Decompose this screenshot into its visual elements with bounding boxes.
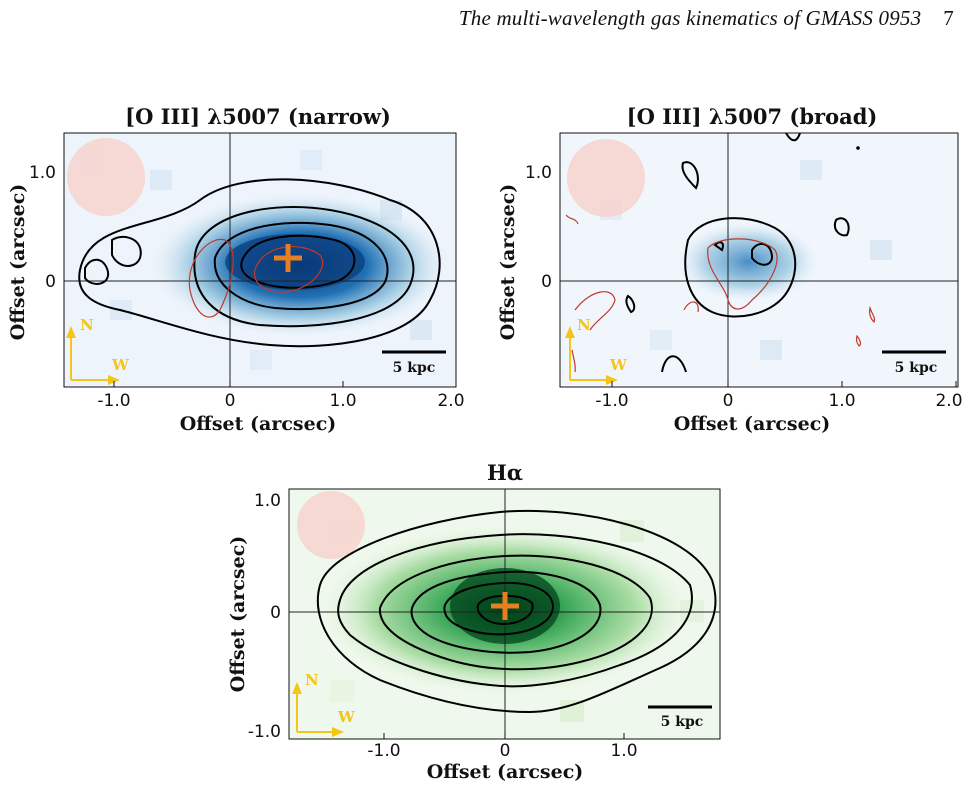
panel-title: [O III] λ5007 (narrow)	[125, 104, 391, 129]
y-axis-label: Offset (arcsec)	[497, 184, 519, 341]
x-tick-label: 1.0	[329, 391, 356, 411]
running-header: The multi-wavelength gas kinematics of G…	[459, 6, 954, 31]
y-tick-label: 1.0	[29, 163, 56, 183]
red-contours	[565, 214, 876, 373]
x-tick-label: 0	[225, 391, 236, 411]
beam-psf	[567, 139, 645, 217]
panel-title: [O III] λ5007 (broad)	[627, 104, 878, 129]
panel-oiii-broad: [O III] λ5007 (broad)	[497, 104, 963, 435]
x-tick-label: 0	[500, 741, 511, 761]
compass-west-label: W	[111, 356, 130, 374]
compass-north-label: N	[80, 316, 94, 334]
y-tick-label: 0	[45, 272, 56, 292]
x-axis-label: Offset (arcsec)	[180, 413, 337, 435]
axes-frame	[559, 132, 959, 388]
y-tick-label: 0	[270, 603, 281, 623]
y-axis-label: Offset (arcsec)	[227, 536, 249, 693]
y-axis-label: Offset (arcsec)	[7, 184, 29, 341]
compass-north-label: N	[305, 671, 319, 689]
axes-frame	[63, 132, 457, 388]
beam-psf	[297, 491, 365, 559]
compass-north-label: N	[577, 316, 591, 334]
x-tick-label: 0	[723, 391, 734, 411]
emission-map	[676, 222, 820, 302]
x-tick-marks	[113, 381, 457, 387]
x-tick-label: -1.0	[367, 741, 400, 761]
peak-marker	[491, 592, 519, 620]
scale-bar-label: 5 kpc	[895, 360, 938, 376]
scale-bar-label: 5 kpc	[661, 714, 704, 730]
x-axis-label: Offset (arcsec)	[427, 761, 584, 783]
peak-marker	[274, 244, 302, 272]
x-tick-marks	[611, 381, 957, 387]
compass: N W	[565, 316, 628, 385]
compass: N W	[66, 316, 130, 385]
panel-title: Hα	[487, 460, 523, 485]
y-tick-label: -1.0	[248, 722, 281, 742]
panel-oiii-narrow: [O III] λ5007 (narrow)	[7, 104, 465, 435]
y-tick-label: 1.0	[254, 491, 281, 511]
x-tick-label: -1.0	[595, 391, 628, 411]
y-tick-label: 0	[541, 272, 552, 292]
x-tick-label: 2.0	[935, 391, 962, 411]
x-tick-marks	[383, 733, 625, 739]
plot-area: N W 5 kpc	[63, 132, 457, 388]
panel-halpha: Hα	[227, 460, 721, 783]
x-tick-label: -1.0	[97, 391, 130, 411]
compass: N W	[292, 671, 356, 737]
flux-contours	[78, 178, 441, 348]
flux-contours	[316, 509, 717, 714]
scale-bar: 5 kpc	[648, 705, 712, 730]
scale-bar: 5 kpc	[382, 350, 446, 376]
emission-core	[225, 234, 365, 290]
flux-contours	[625, 132, 850, 373]
plot-area: N W 5 kpc	[559, 132, 959, 388]
x-tick-label: 1.0	[610, 741, 637, 761]
beam-psf	[67, 138, 145, 216]
x-tick-label: 1.0	[828, 391, 855, 411]
plot-area: N W 5 kpc	[288, 488, 721, 740]
x-tick-label: 2.0	[437, 391, 464, 411]
red-contours	[188, 238, 324, 318]
x-axis-label: Offset (arcsec)	[674, 413, 831, 435]
y-tick-label: 1.0	[525, 163, 552, 183]
compass-west-label: W	[609, 356, 628, 374]
running-title: The multi-wavelength gas kinematics of G…	[458, 6, 922, 30]
scale-bar: 5 kpc	[882, 350, 946, 376]
scale-bar-label: 5 kpc	[393, 360, 436, 376]
compass-west-label: W	[337, 708, 356, 726]
page-number: 7	[943, 6, 954, 30]
